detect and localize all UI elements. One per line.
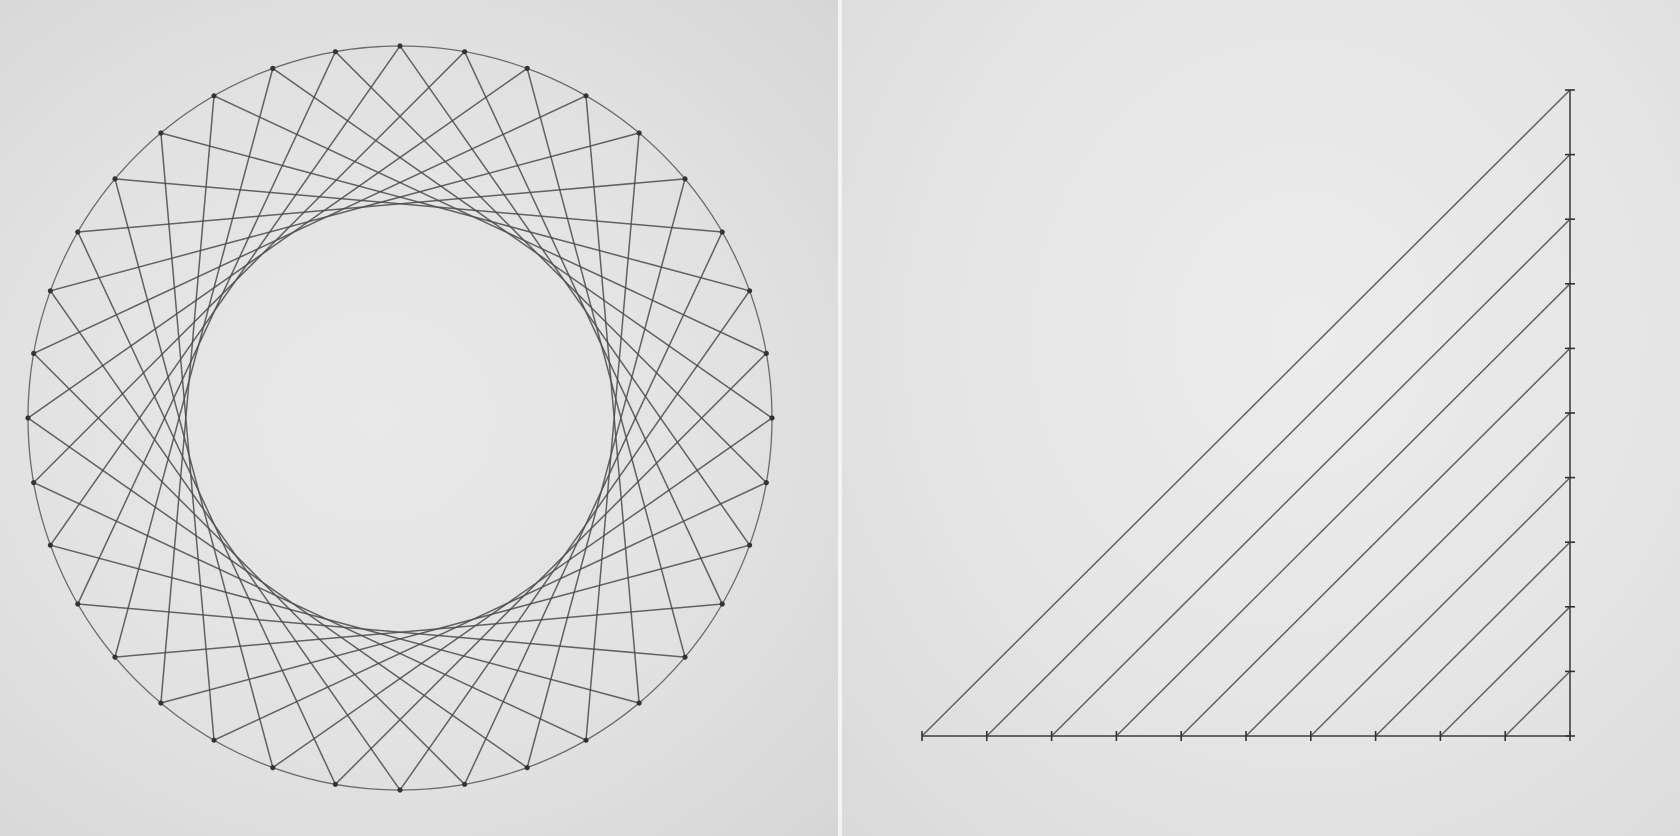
chord-line — [399, 290, 751, 791]
ring-point-mark — [211, 93, 217, 99]
chord-line — [272, 417, 773, 769]
chord-line — [114, 67, 274, 658]
chord-line — [32, 95, 587, 355]
chord-line — [27, 67, 528, 419]
ring-point-mark — [397, 43, 403, 49]
chord-line — [49, 132, 640, 292]
circle-string-art-drawing — [25, 43, 775, 793]
ring-point-mark — [332, 781, 338, 787]
ring-point-mark — [583, 737, 589, 743]
ring-point-mark — [763, 480, 769, 486]
ring-point-mark — [158, 700, 164, 706]
ring-point-mark — [31, 350, 37, 356]
ring-point-mark — [747, 288, 753, 294]
ring-point-mark — [75, 601, 81, 607]
ring-point-mark — [112, 654, 118, 660]
string-line — [921, 89, 1571, 737]
chord-line — [585, 95, 640, 704]
ring-point-mark — [636, 130, 642, 136]
chord-line — [49, 45, 401, 546]
string-line — [1115, 283, 1571, 737]
ring-point-mark — [158, 130, 164, 136]
string-line — [1180, 347, 1571, 737]
chord-line — [77, 50, 337, 605]
string-line — [986, 153, 1571, 737]
chord-line — [334, 352, 768, 786]
photo-left-circle-string-art — [0, 0, 838, 836]
chord-line — [463, 50, 723, 605]
chord-line — [114, 178, 274, 769]
chord-line — [526, 178, 686, 769]
ring-point-mark — [332, 49, 338, 55]
ring-point-mark — [524, 765, 530, 771]
ring-point-mark — [47, 542, 54, 548]
ring-point-mark — [25, 415, 31, 421]
chord-line — [526, 67, 686, 658]
chord-line — [32, 481, 587, 741]
chord-line — [160, 132, 751, 292]
chord-line — [27, 417, 528, 769]
ring-point-mark — [682, 176, 688, 182]
ring-point-mark — [719, 229, 725, 235]
chord-line — [114, 603, 723, 658]
ring-point-mark — [682, 654, 688, 660]
chord-line — [32, 50, 466, 484]
string-line — [1504, 670, 1571, 737]
chord-line — [114, 178, 723, 233]
ring-point-mark — [763, 350, 769, 356]
chord-line — [213, 481, 768, 741]
photo-right-curve-string-art — [842, 0, 1680, 836]
ring-point-mark — [47, 288, 54, 294]
chord-line — [77, 178, 686, 233]
ring-point-mark — [211, 737, 217, 743]
string-line — [1050, 218, 1571, 737]
ring-point-mark — [112, 176, 118, 182]
chord-line — [77, 603, 686, 658]
chord-line — [49, 544, 640, 704]
chord-line — [463, 231, 723, 786]
chord-line — [160, 132, 215, 741]
ring-point-mark — [270, 765, 276, 771]
ring-point-mark — [462, 781, 468, 787]
chord-line — [77, 231, 337, 786]
ring-point-mark — [524, 65, 530, 71]
chord-line — [160, 544, 751, 704]
string-line — [1245, 412, 1571, 737]
ring-point-mark — [75, 229, 81, 235]
chord-line — [272, 67, 773, 419]
string-line — [1374, 541, 1571, 737]
chord-line — [49, 290, 401, 791]
ring-point-mark — [769, 415, 775, 421]
curve-string-art-drawing — [921, 89, 1575, 741]
chord-line — [32, 352, 466, 786]
ring-point-mark — [462, 49, 468, 55]
ring-point-mark — [270, 65, 276, 71]
ring-point-mark — [636, 700, 642, 706]
chord-line — [585, 132, 640, 741]
chord-line — [213, 95, 768, 355]
chord-line — [399, 45, 751, 546]
ring-point-mark — [397, 787, 403, 793]
string-line — [1310, 476, 1571, 737]
chords-group — [27, 45, 773, 791]
chord-line — [334, 50, 768, 484]
chord-line — [160, 95, 215, 704]
ring-point-mark — [31, 480, 37, 486]
ring-point-mark — [719, 601, 725, 607]
photo-divider — [838, 0, 842, 836]
ring-point-mark — [583, 93, 589, 99]
ring-point-mark — [747, 542, 753, 548]
string-line — [1439, 606, 1571, 737]
